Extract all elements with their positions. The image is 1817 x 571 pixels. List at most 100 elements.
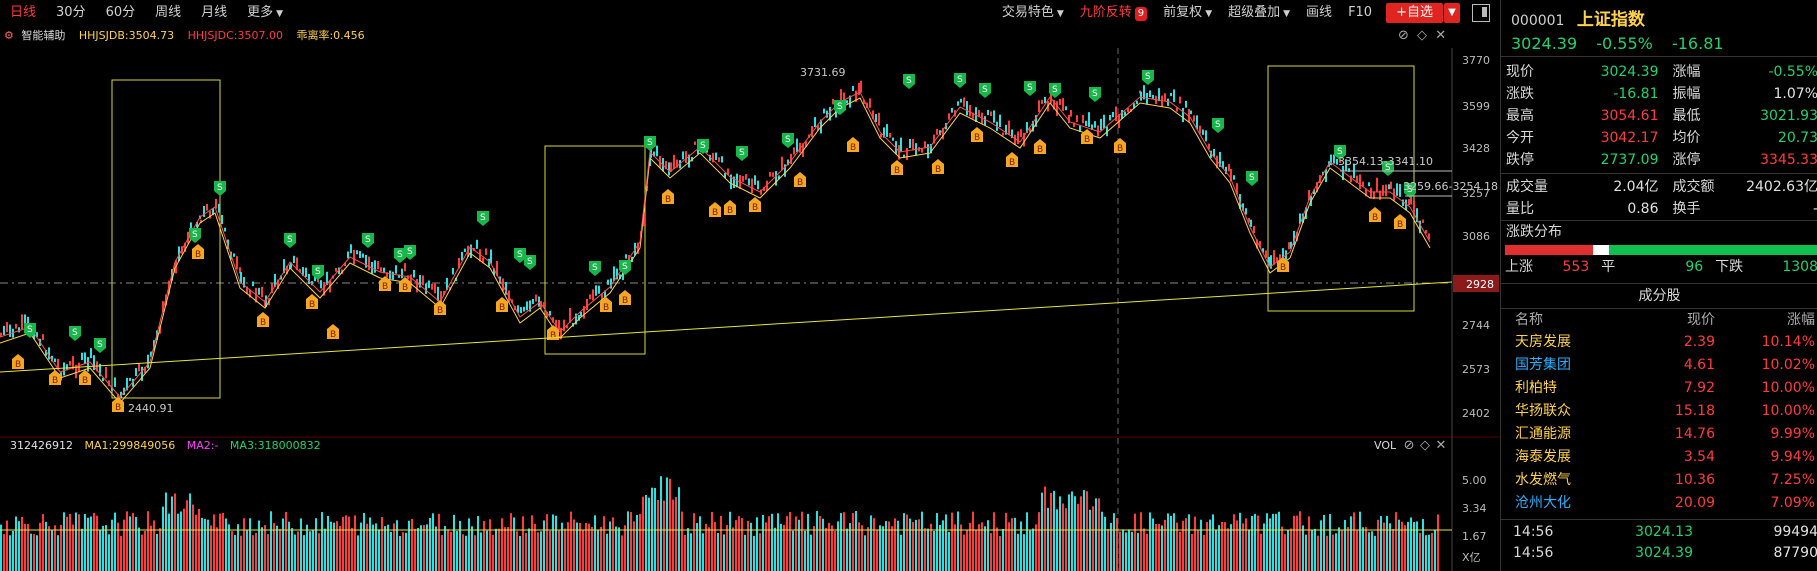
volume-bar	[273, 523, 275, 571]
volume-bar	[393, 523, 395, 571]
settings-icon[interactable]: ⊘	[1403, 438, 1415, 453]
volume-bar	[861, 525, 863, 571]
sell-signal-icon: S	[697, 139, 709, 154]
constituent-row[interactable]: 华扬联众 15.18 10.00%	[1501, 400, 1817, 423]
panel-toggle-icon[interactable]	[1472, 4, 1490, 22]
candle	[1085, 120, 1087, 127]
candle	[302, 267, 304, 276]
add-watchlist-button[interactable]: +自选	[1386, 3, 1443, 23]
tab-30min[interactable]: 30分	[56, 5, 86, 20]
candle	[712, 152, 714, 163]
price-tick: 3086	[1462, 230, 1490, 243]
distribution-bar	[1505, 245, 1817, 255]
trade-feature-menu[interactable]: 交易特色 ▼	[994, 0, 1072, 27]
svg-text:B: B	[52, 376, 58, 386]
volume-bar	[1026, 512, 1028, 571]
volume-bar	[1122, 529, 1124, 571]
volume-bar	[801, 511, 803, 571]
buy-signal-icon: B	[1034, 139, 1046, 155]
volume-bar	[432, 513, 434, 571]
svg-text:B: B	[1397, 220, 1403, 230]
constituent-row[interactable]: 天房发展 2.39 10.14%	[1501, 331, 1817, 354]
candle	[1359, 174, 1361, 189]
volume-bar	[177, 513, 179, 571]
candle	[1405, 199, 1407, 211]
tab-weekly[interactable]: 周线	[155, 5, 182, 20]
constituent-row[interactable]: 沧州大化 20.09 7.09%	[1501, 492, 1817, 515]
volume-bar	[111, 519, 113, 571]
overlay-menu[interactable]: 超级叠加 ▼	[1220, 0, 1298, 27]
minimize-icon[interactable]: ◇	[1420, 438, 1431, 453]
constituent-row[interactable]: 水发燃气 10.36 7.25%	[1501, 469, 1817, 492]
kline-chart[interactable]: 3770 3599 3428 3257 3086 2744 2573 2402 5.00 3.3…	[0, 0, 1500, 571]
candle	[772, 172, 774, 177]
quote-value: 3021.93	[1760, 108, 1817, 124]
sell-signal-icon: S	[1212, 118, 1224, 133]
change-amount: -16.81	[1671, 34, 1724, 53]
candle	[751, 178, 753, 193]
volume-bar	[342, 516, 344, 571]
candle	[102, 377, 104, 382]
quote-label: 振幅	[1672, 86, 1701, 102]
constituent-row[interactable]: 国芳集团 4.61 10.02%	[1501, 354, 1817, 377]
volume-bar	[243, 518, 245, 571]
svg-text:S: S	[217, 183, 223, 193]
volume-bar	[681, 511, 683, 571]
volume-bar	[645, 494, 647, 571]
volume-bar	[201, 517, 203, 571]
f10-button[interactable]: F10	[1348, 5, 1373, 20]
adjust-menu[interactable]: 前复权 ▼	[1155, 0, 1220, 27]
candle	[1190, 110, 1192, 115]
tab-monthly[interactable]: 月线	[201, 5, 228, 20]
flat-count: 96	[1685, 259, 1704, 275]
tick-volume: 99494	[1773, 524, 1817, 540]
draw-line-button[interactable]: 画线	[1306, 5, 1333, 20]
close-icon[interactable]: ✕	[1435, 28, 1447, 43]
indicator-name[interactable]: 智能辅助	[21, 29, 66, 42]
volume-bar	[867, 527, 869, 571]
settings-icon[interactable]: ⊘	[1398, 28, 1409, 43]
tab-more[interactable]: 更多 ▼	[237, 0, 293, 26]
candle	[458, 258, 460, 269]
volume-bar	[1320, 520, 1322, 571]
nine-reversal-menu[interactable]: 九阶反转 9	[1072, 0, 1155, 26]
volume-bar	[3, 534, 5, 571]
volume-bar	[30, 533, 32, 571]
sell-signal-icon: S	[1404, 183, 1416, 198]
volume-bar	[843, 512, 845, 571]
volume-bar	[6, 520, 8, 571]
constituent-row[interactable]: 海泰发展 3.54 9.94%	[1501, 446, 1817, 469]
gear-icon[interactable]: ⚙	[4, 29, 14, 42]
volume-bar	[924, 528, 926, 571]
volume-bar	[1326, 535, 1328, 571]
volume-bar	[1068, 494, 1070, 571]
candle	[1256, 239, 1258, 249]
candle	[589, 294, 591, 300]
volume-bar	[912, 522, 914, 571]
volume-bar	[330, 521, 332, 571]
candle	[1413, 200, 1415, 216]
tab-daily[interactable]: 日线	[10, 5, 37, 20]
volume-bar	[345, 515, 347, 571]
volume-bar	[15, 516, 17, 571]
candle	[1259, 240, 1261, 248]
constituent-name: 水发燃气	[1515, 472, 1571, 488]
sell-signal-icon: S	[979, 83, 991, 98]
sell-signal-icon: S	[524, 255, 536, 270]
candle	[1373, 191, 1375, 200]
tab-60min[interactable]: 60分	[105, 5, 136, 20]
minimize-icon[interactable]: ◇	[1417, 28, 1428, 43]
close-icon[interactable]: ✕	[1435, 438, 1447, 453]
volume-bar	[246, 529, 248, 571]
add-watchlist-dropdown-icon[interactable]: ▼	[1444, 3, 1460, 23]
candle	[63, 362, 65, 376]
constituent-row[interactable]: 汇通能源 14.76 9.99%	[1501, 423, 1817, 446]
volume-bar	[1086, 491, 1088, 571]
volume-bar	[318, 533, 320, 571]
constituents-title: 成分股	[1501, 283, 1817, 308]
buy-signal-icon: B	[1277, 257, 1289, 273]
constituent-row[interactable]: 利柏特 7.92 10.00%	[1501, 377, 1817, 400]
candle	[540, 300, 542, 309]
quote-value: 3024.39	[1600, 64, 1659, 80]
